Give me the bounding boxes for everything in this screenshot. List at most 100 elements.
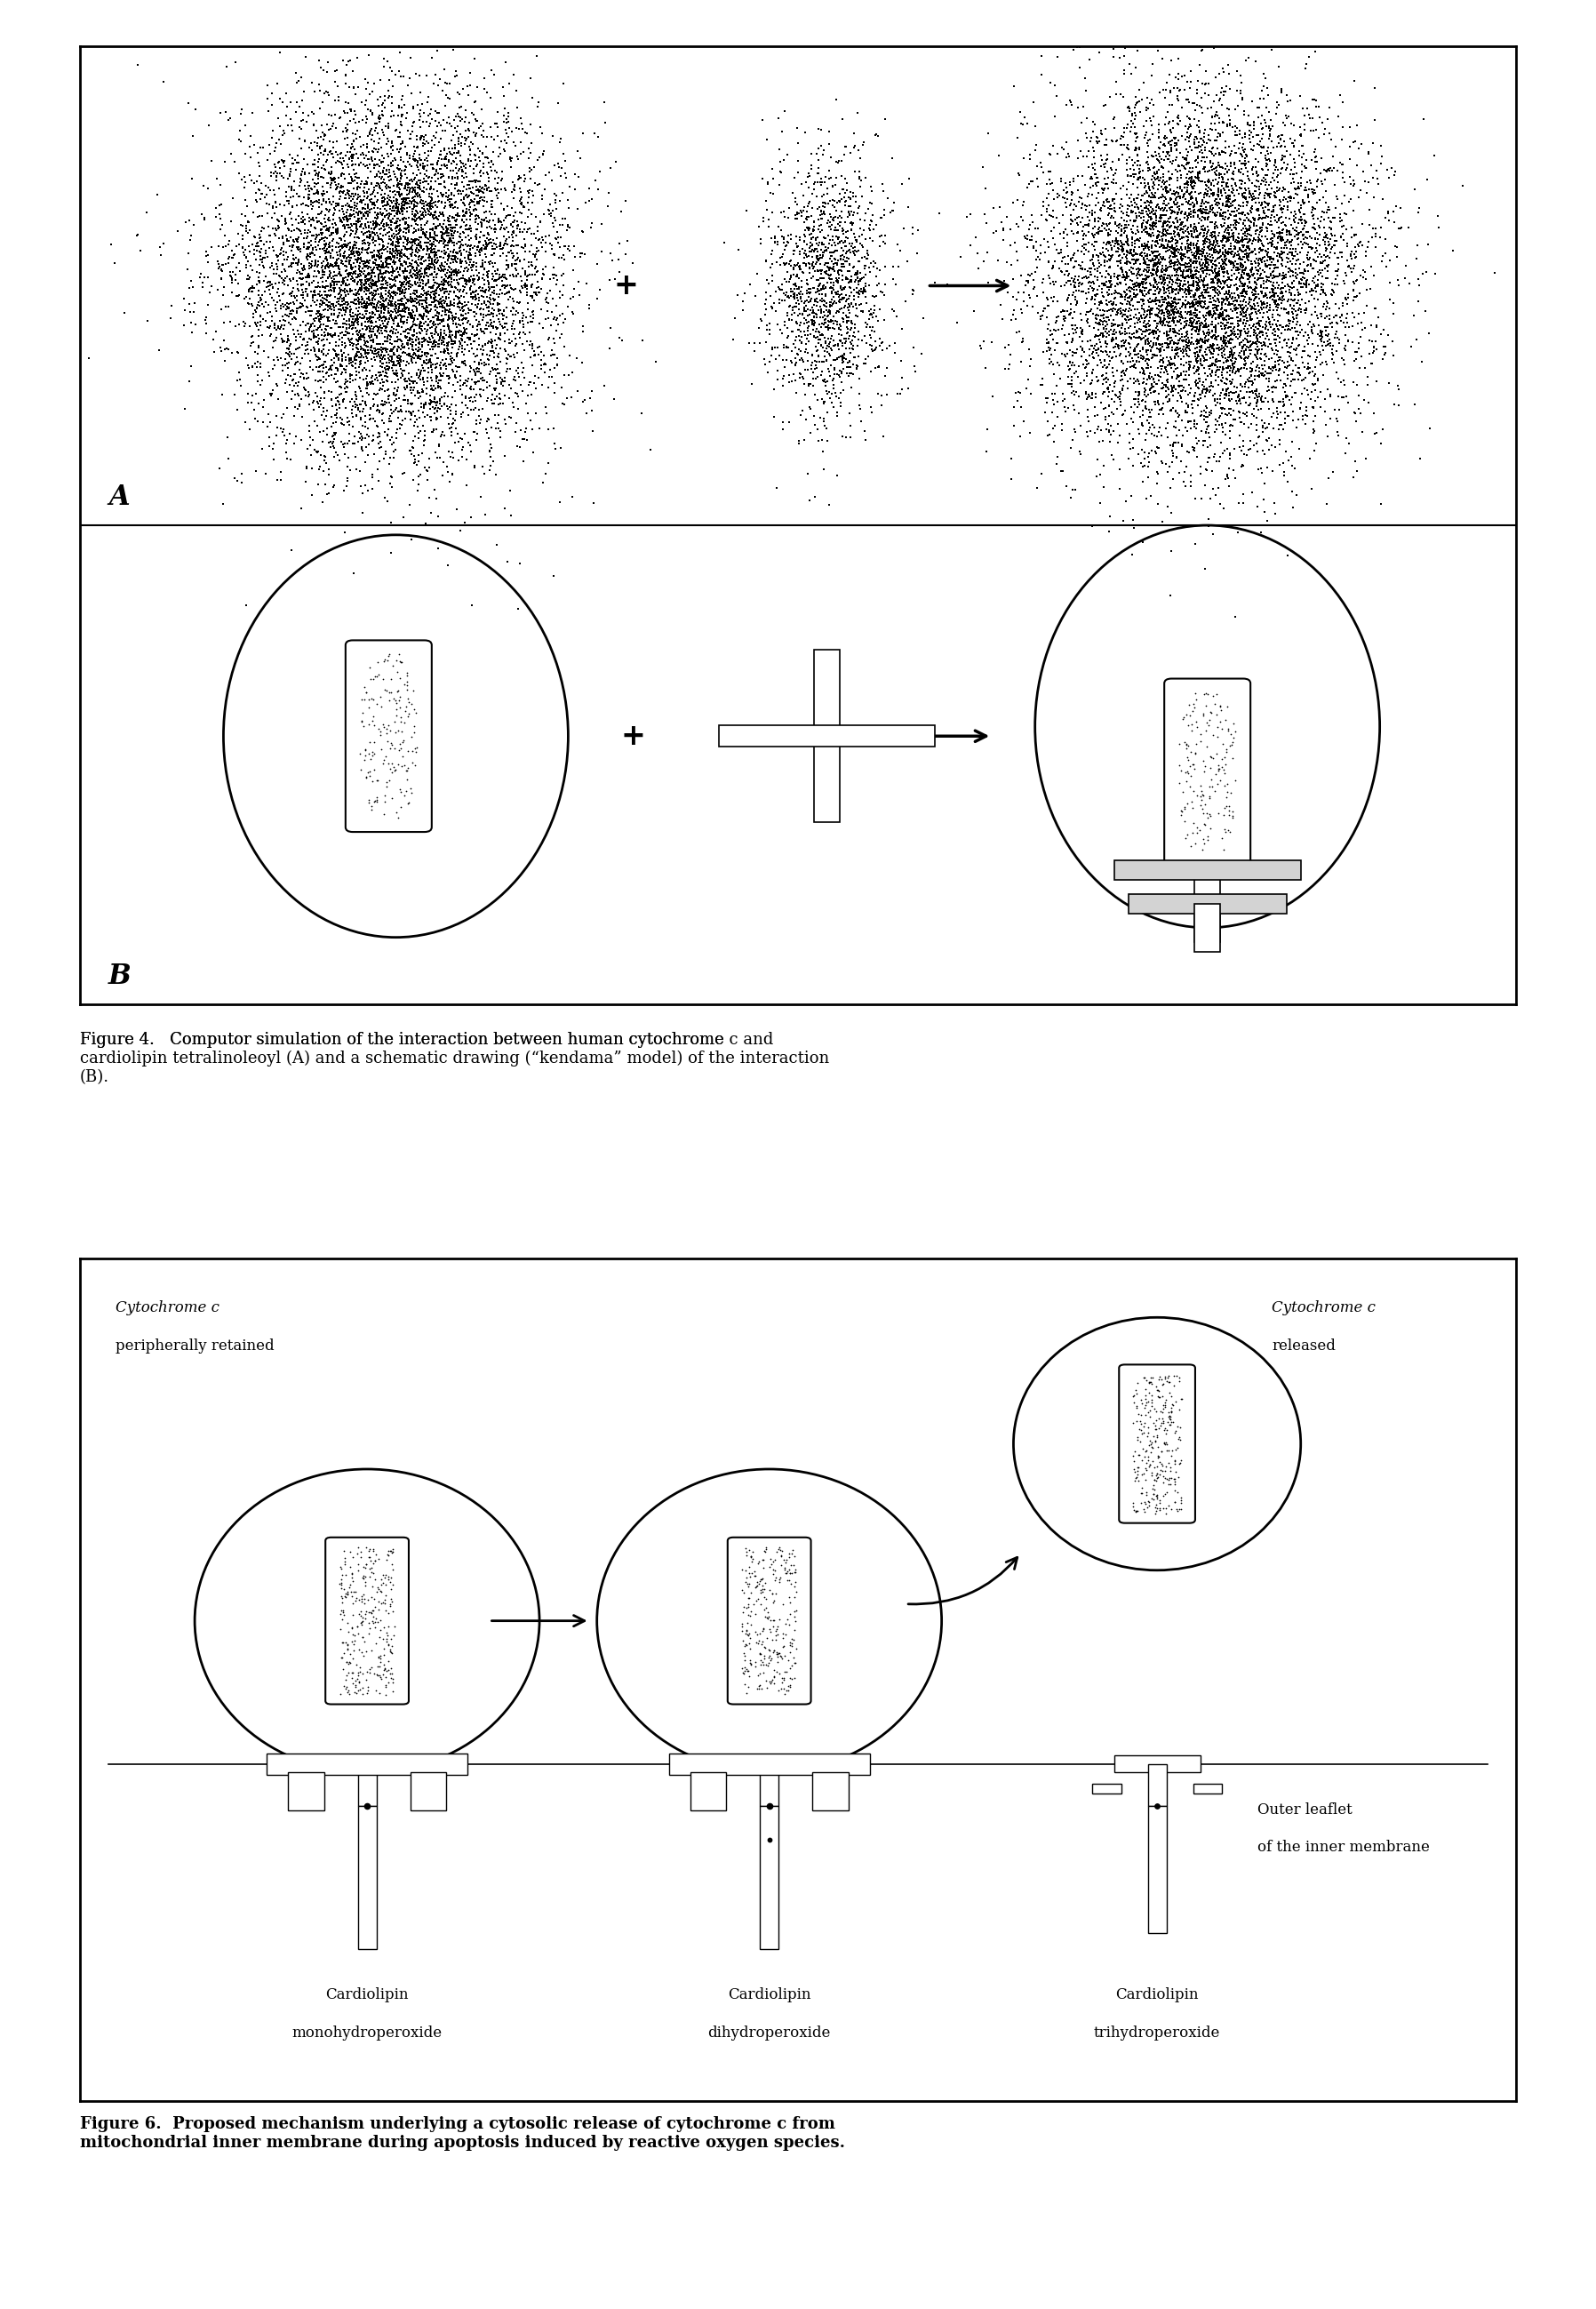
- Point: [1076, 270, 1101, 307]
- Point: [1047, 236, 1073, 272]
- Point: [1101, 275, 1127, 312]
- Point: [1202, 97, 1227, 134]
- Point: [1203, 247, 1229, 284]
- Point: [1068, 132, 1093, 169]
- Point: [1210, 240, 1235, 277]
- Point: [839, 346, 865, 383]
- Point: [1216, 390, 1242, 427]
- Point: [385, 319, 410, 356]
- Point: [337, 201, 362, 238]
- Point: [440, 439, 466, 476]
- Point: [1119, 109, 1144, 145]
- Point: [474, 155, 500, 192]
- Point: [354, 1660, 380, 1697]
- Point: [397, 312, 423, 349]
- Point: [401, 233, 426, 270]
- Point: [378, 125, 404, 162]
- Point: [389, 79, 415, 115]
- Point: [453, 242, 479, 279]
- Point: [525, 330, 551, 367]
- Point: [1146, 332, 1171, 369]
- Point: [1136, 217, 1162, 254]
- Point: [841, 219, 867, 256]
- Point: [437, 187, 463, 224]
- Point: [1293, 388, 1318, 425]
- Point: [812, 323, 838, 360]
- Point: [305, 339, 330, 376]
- Point: [758, 1642, 784, 1679]
- Point: [439, 266, 464, 302]
- Point: [1052, 180, 1077, 217]
- Point: [560, 252, 586, 289]
- Point: [777, 217, 803, 254]
- Point: [814, 328, 839, 365]
- Point: [367, 356, 393, 393]
- Point: [385, 187, 410, 224]
- Point: [1368, 145, 1393, 182]
- Point: [413, 266, 439, 302]
- Point: [1215, 711, 1240, 748]
- Point: [386, 187, 412, 224]
- Point: [340, 236, 365, 272]
- Point: [1104, 259, 1130, 296]
- Point: [330, 145, 356, 182]
- Point: [456, 332, 482, 369]
- Point: [1090, 208, 1116, 245]
- Point: [1181, 164, 1207, 201]
- Point: [757, 1637, 782, 1674]
- Point: [1187, 360, 1213, 397]
- Point: [391, 275, 417, 312]
- Point: [1165, 252, 1191, 289]
- Point: [290, 201, 316, 238]
- Point: [776, 1552, 801, 1589]
- Point: [1272, 379, 1298, 416]
- Point: [244, 349, 270, 386]
- Point: [284, 291, 310, 328]
- Point: [1221, 215, 1246, 252]
- Point: [1036, 175, 1061, 212]
- Point: [437, 65, 463, 102]
- Point: [452, 312, 477, 349]
- Point: [1120, 332, 1146, 369]
- Point: [1176, 272, 1202, 309]
- Point: [1170, 323, 1195, 360]
- Point: [1315, 247, 1341, 284]
- Point: [348, 252, 373, 289]
- Point: [472, 229, 498, 266]
- Point: [1211, 319, 1237, 356]
- Point: [500, 203, 525, 240]
- Point: [267, 282, 292, 319]
- Point: [378, 365, 404, 402]
- Point: [1314, 485, 1339, 522]
- Point: [827, 208, 852, 245]
- Point: [452, 196, 477, 233]
- Point: [1203, 314, 1229, 351]
- Point: [863, 323, 889, 360]
- Point: [777, 1554, 803, 1591]
- Point: [1275, 268, 1301, 305]
- Point: [327, 263, 353, 300]
- Point: [381, 242, 407, 279]
- Point: [361, 335, 386, 372]
- Point: [415, 462, 440, 499]
- Point: [436, 326, 461, 363]
- Point: [353, 166, 378, 203]
- Point: [335, 425, 361, 462]
- Point: [1221, 238, 1246, 275]
- Point: [271, 302, 297, 339]
- Point: [1219, 194, 1245, 231]
- Point: [464, 145, 490, 182]
- Point: [806, 208, 832, 245]
- Point: [543, 256, 568, 293]
- Point: [343, 136, 369, 173]
- Point: [1140, 1471, 1165, 1508]
- Point: [1283, 217, 1309, 254]
- Point: [1181, 206, 1207, 242]
- Point: [391, 342, 417, 379]
- Point: [397, 279, 423, 316]
- Point: [356, 757, 381, 794]
- Point: [1178, 69, 1203, 106]
- Point: [1114, 245, 1140, 282]
- Point: [1207, 688, 1232, 725]
- Point: [511, 157, 536, 194]
